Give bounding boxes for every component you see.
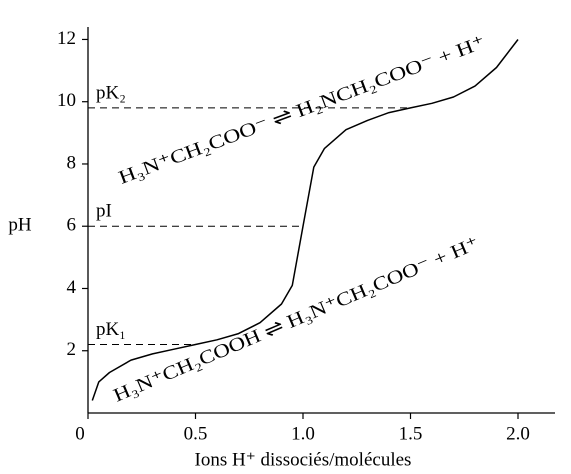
reference-label: pK₁ bbox=[96, 319, 126, 340]
y-tick-label: 6 bbox=[67, 215, 77, 236]
x-tick-label: 2.0 bbox=[506, 423, 530, 444]
y-tick-label: 8 bbox=[67, 152, 77, 173]
reference-label: pI bbox=[96, 201, 112, 222]
x-tick-label: 0 bbox=[75, 423, 85, 444]
titration-curve bbox=[91, 39, 519, 401]
y-tick-label: 10 bbox=[57, 90, 76, 111]
y-axis-label: pH bbox=[8, 215, 32, 236]
y-tick-label: 2 bbox=[67, 339, 77, 360]
x-tick-label: 1.5 bbox=[399, 423, 423, 444]
x-tick-label: 1.0 bbox=[291, 423, 315, 444]
x-axis-label: Ions H⁺ dissociés/molécules bbox=[195, 449, 412, 470]
y-tick-label: 12 bbox=[57, 28, 76, 49]
equilibrium-annotation: H₃N⁺CH₂COO⁻ ⇌ H₂NCH₂COO⁻ + H⁺ bbox=[116, 32, 488, 189]
reference-label: pK₂ bbox=[96, 82, 126, 103]
y-tick-label: 4 bbox=[67, 277, 77, 298]
x-tick-label: 0.5 bbox=[184, 423, 208, 444]
